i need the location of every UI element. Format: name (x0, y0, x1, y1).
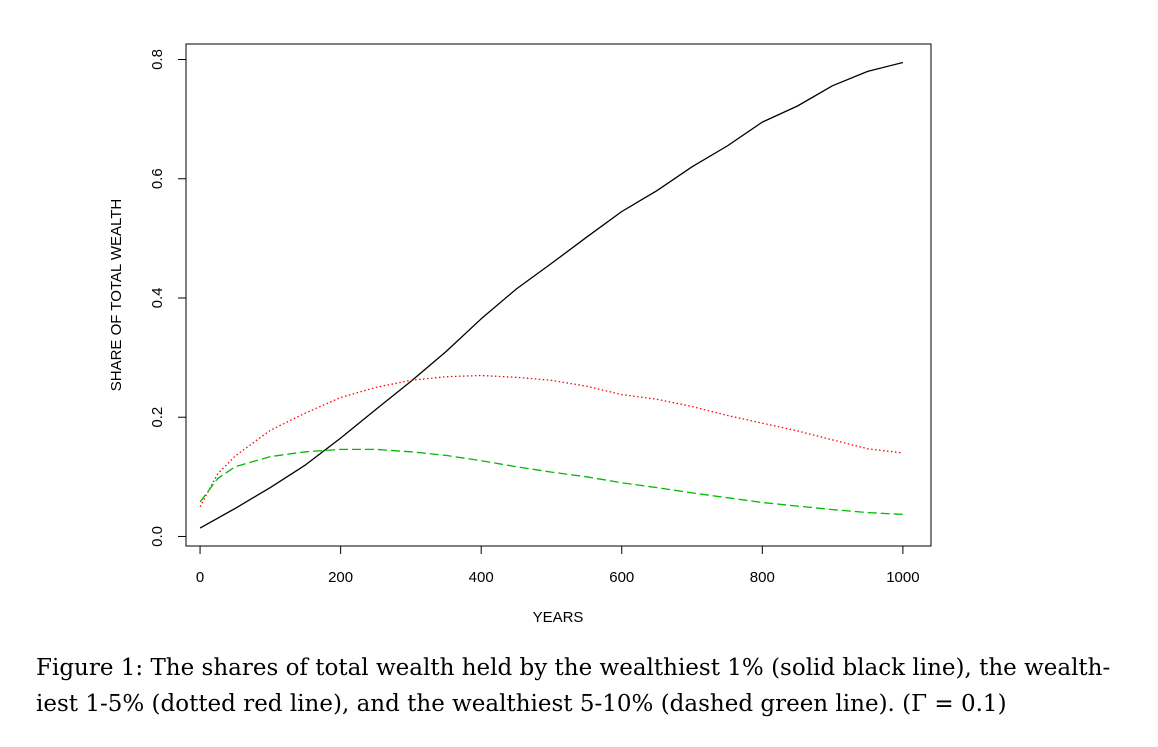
series-line-dotted (199, 374, 903, 508)
y-tick-label: 0.8 (149, 49, 166, 70)
x-axis: 0 200 400 600 800 1000 (196, 545, 920, 586)
series-layer (199, 61, 904, 529)
x-tick-label: 200 (328, 569, 353, 586)
x-tick-label: 400 (469, 569, 494, 586)
series-line-solid (199, 61, 904, 529)
y-tick-label: 0.2 (149, 407, 166, 428)
y-axis: 0.0 0.2 0.4 0.6 0.8 (149, 49, 187, 547)
y-tick-label: 0.6 (149, 168, 166, 189)
x-tick-label: 1000 (886, 569, 919, 586)
x-axis-label: YEARS (533, 609, 584, 626)
x-tick-label: 600 (609, 569, 634, 586)
plot-frame (185, 43, 932, 547)
y-axis-label: SHARE OF TOTAL WEALTH (108, 199, 125, 392)
caption-line-2: iest 1-5% (dotted red line), and the wea… (36, 691, 1007, 717)
caption-line-1: Figure 1: The shares of total wealth hel… (36, 655, 1111, 681)
figure-caption: Figure 1: The shares of total wealth hel… (36, 650, 1131, 722)
series-line-dashed (199, 448, 903, 516)
x-tick-label: 800 (750, 569, 775, 586)
y-tick-label: 0.0 (149, 526, 166, 547)
y-tick-label: 0.4 (149, 288, 166, 309)
line-chart: 0 200 400 600 800 1000 0.00.20.40.60.8 YEARS … (108, 43, 932, 626)
x-tick-label: 0 (196, 569, 204, 586)
